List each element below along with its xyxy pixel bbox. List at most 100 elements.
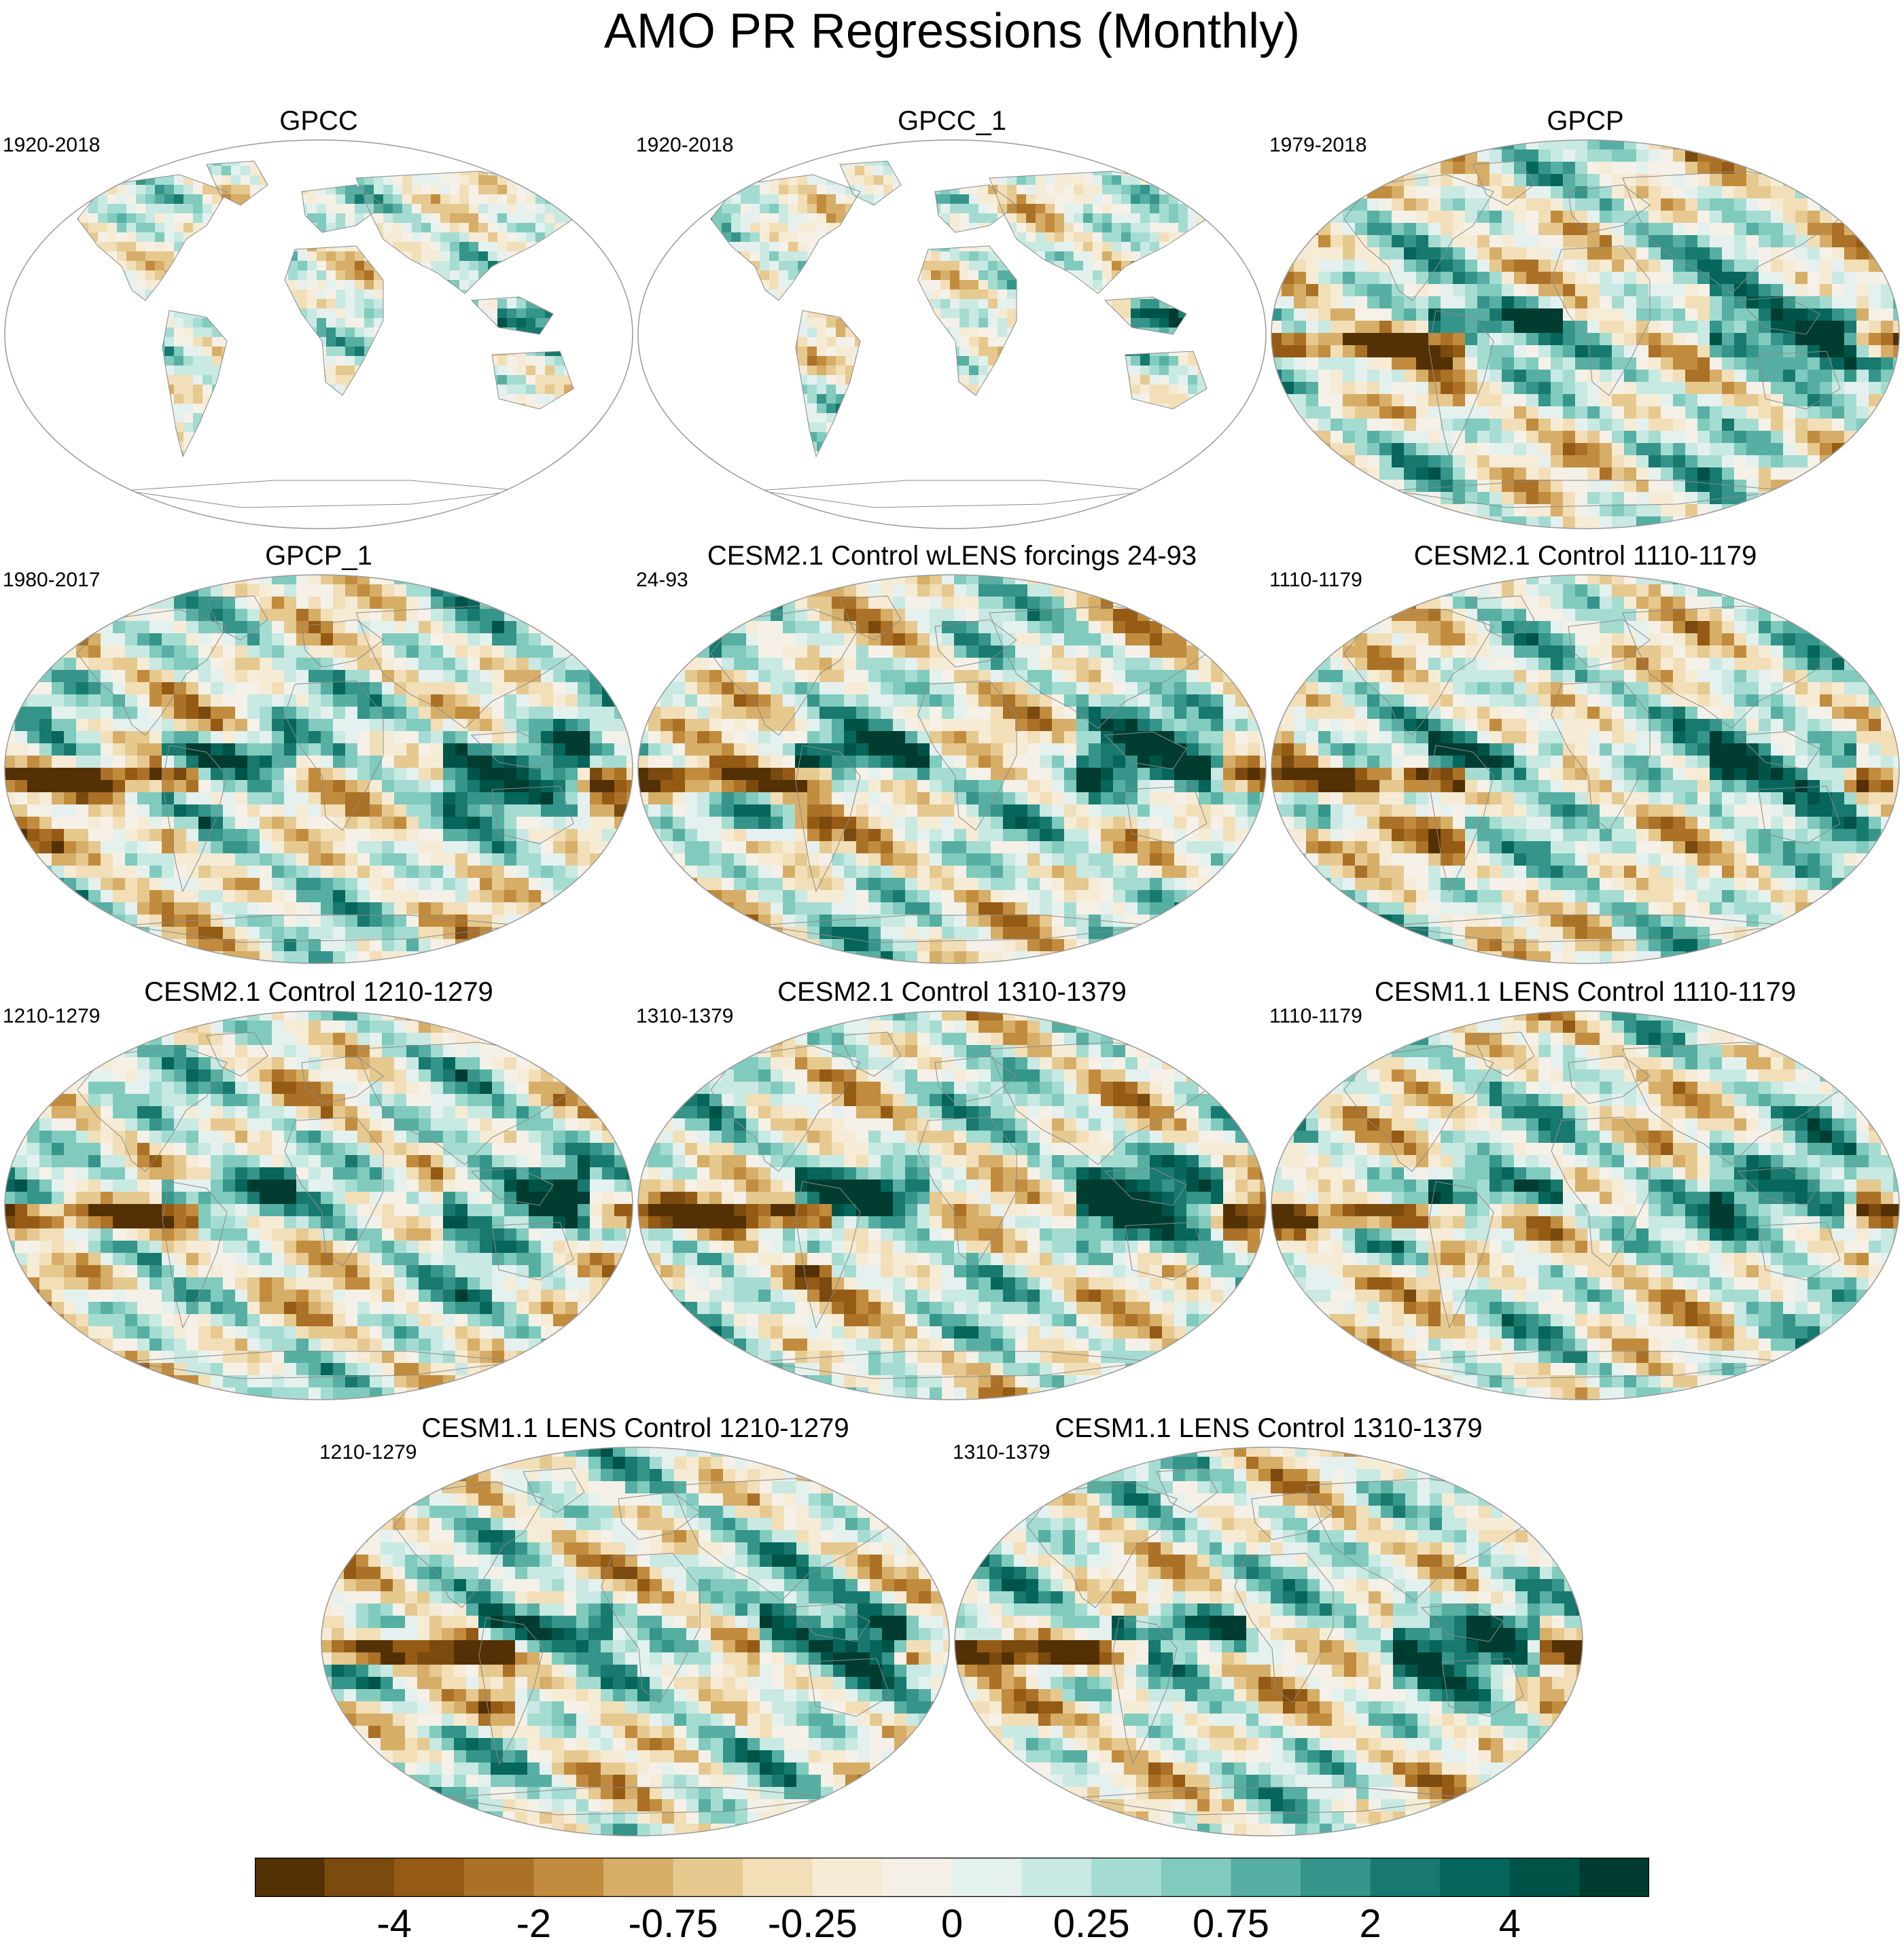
field-cell (535, 137, 546, 147)
field-cell (998, 327, 1008, 338)
field-cell (1121, 204, 1131, 214)
field-cell (1169, 308, 1179, 319)
field-cell (826, 337, 836, 347)
field-cell (497, 204, 508, 214)
field-cell (1178, 213, 1188, 224)
field-cell (807, 385, 817, 395)
field-cell (307, 308, 317, 319)
field-cell (807, 413, 817, 423)
field-cell (741, 232, 751, 243)
field-cell (12, 423, 22, 433)
field-cell (117, 137, 127, 147)
field-cell (574, 499, 584, 509)
field-cell (760, 261, 770, 271)
field-cell (855, 161, 865, 166)
field-cell (193, 527, 203, 531)
field-cell (288, 280, 298, 290)
field-cell (1159, 232, 1169, 243)
field-cell (741, 175, 751, 185)
field-cell (1169, 375, 1179, 385)
field-cell (60, 489, 70, 499)
field-cell (41, 470, 51, 480)
field-cell (145, 251, 156, 262)
field-cell (807, 356, 817, 366)
field-cell (1017, 232, 1027, 243)
field-cell (412, 137, 422, 147)
field-cell (307, 251, 317, 262)
field-cell (1131, 147, 1141, 157)
field-cell (1083, 185, 1093, 195)
field-cell (31, 499, 41, 509)
field-cell (807, 147, 817, 157)
field-cell (136, 499, 146, 509)
field-cell (155, 223, 165, 233)
field-cell (1188, 375, 1198, 385)
field-cell (826, 375, 836, 385)
field-cell (1235, 423, 1246, 433)
field-cell (1007, 175, 1017, 185)
field-cell (602, 518, 612, 528)
field-cell (77, 185, 80, 195)
field-cell (183, 366, 194, 376)
field-cell (183, 204, 194, 214)
field-cell (798, 204, 808, 214)
field-cell (1036, 194, 1046, 205)
field-cell (364, 204, 374, 214)
field-cell (674, 185, 684, 195)
field-cell (1074, 204, 1084, 214)
field-cell (326, 280, 336, 290)
field-cell (760, 161, 770, 166)
field-cell (431, 261, 441, 271)
field-cell (1093, 280, 1103, 290)
field-cell (488, 251, 498, 262)
field-cell (1121, 251, 1131, 262)
coastline-northAmerica (77, 174, 228, 301)
field-cell (760, 194, 770, 205)
field-cell (345, 251, 355, 262)
field-cell (183, 356, 194, 366)
field-cell (779, 137, 789, 147)
field-cell (212, 137, 222, 147)
field-cell (1245, 156, 1255, 166)
field-cell (1254, 232, 1265, 243)
field-cell (1102, 223, 1112, 233)
field-cell (769, 185, 779, 195)
field-cell (684, 166, 694, 176)
field-cell (988, 318, 998, 328)
field-cell (1254, 261, 1265, 271)
field-cell (807, 337, 817, 347)
field-cell (636, 442, 646, 452)
field-cell (979, 299, 989, 309)
field-cell (750, 194, 760, 205)
field-cell (202, 366, 213, 376)
field-cell (655, 442, 665, 452)
field-cell (202, 375, 213, 385)
field-cell (959, 251, 970, 262)
field-cell (22, 147, 32, 157)
field-cell (769, 223, 779, 233)
field-cell (612, 166, 622, 176)
field-cell (1178, 375, 1188, 385)
field-cell (1169, 213, 1179, 224)
field-cell (326, 261, 336, 271)
field-cell (3, 137, 13, 147)
field-cell (1083, 251, 1093, 262)
field-cell (516, 375, 527, 385)
field-cell (1207, 147, 1217, 157)
field-cell (31, 432, 41, 442)
field-cell (1178, 366, 1188, 376)
field-cell (155, 137, 165, 147)
field-cell (431, 251, 441, 262)
field-cell (655, 423, 665, 433)
field-cell (1150, 394, 1160, 404)
field-cell (621, 242, 631, 252)
field-cell (988, 289, 998, 300)
field-cell (88, 185, 99, 195)
field-cell (602, 185, 612, 195)
field-cell (574, 147, 584, 157)
field-cell (798, 185, 808, 195)
field-cell (959, 261, 970, 271)
field-cell (940, 194, 951, 205)
field-cell (440, 137, 451, 147)
field-cell (60, 194, 70, 205)
